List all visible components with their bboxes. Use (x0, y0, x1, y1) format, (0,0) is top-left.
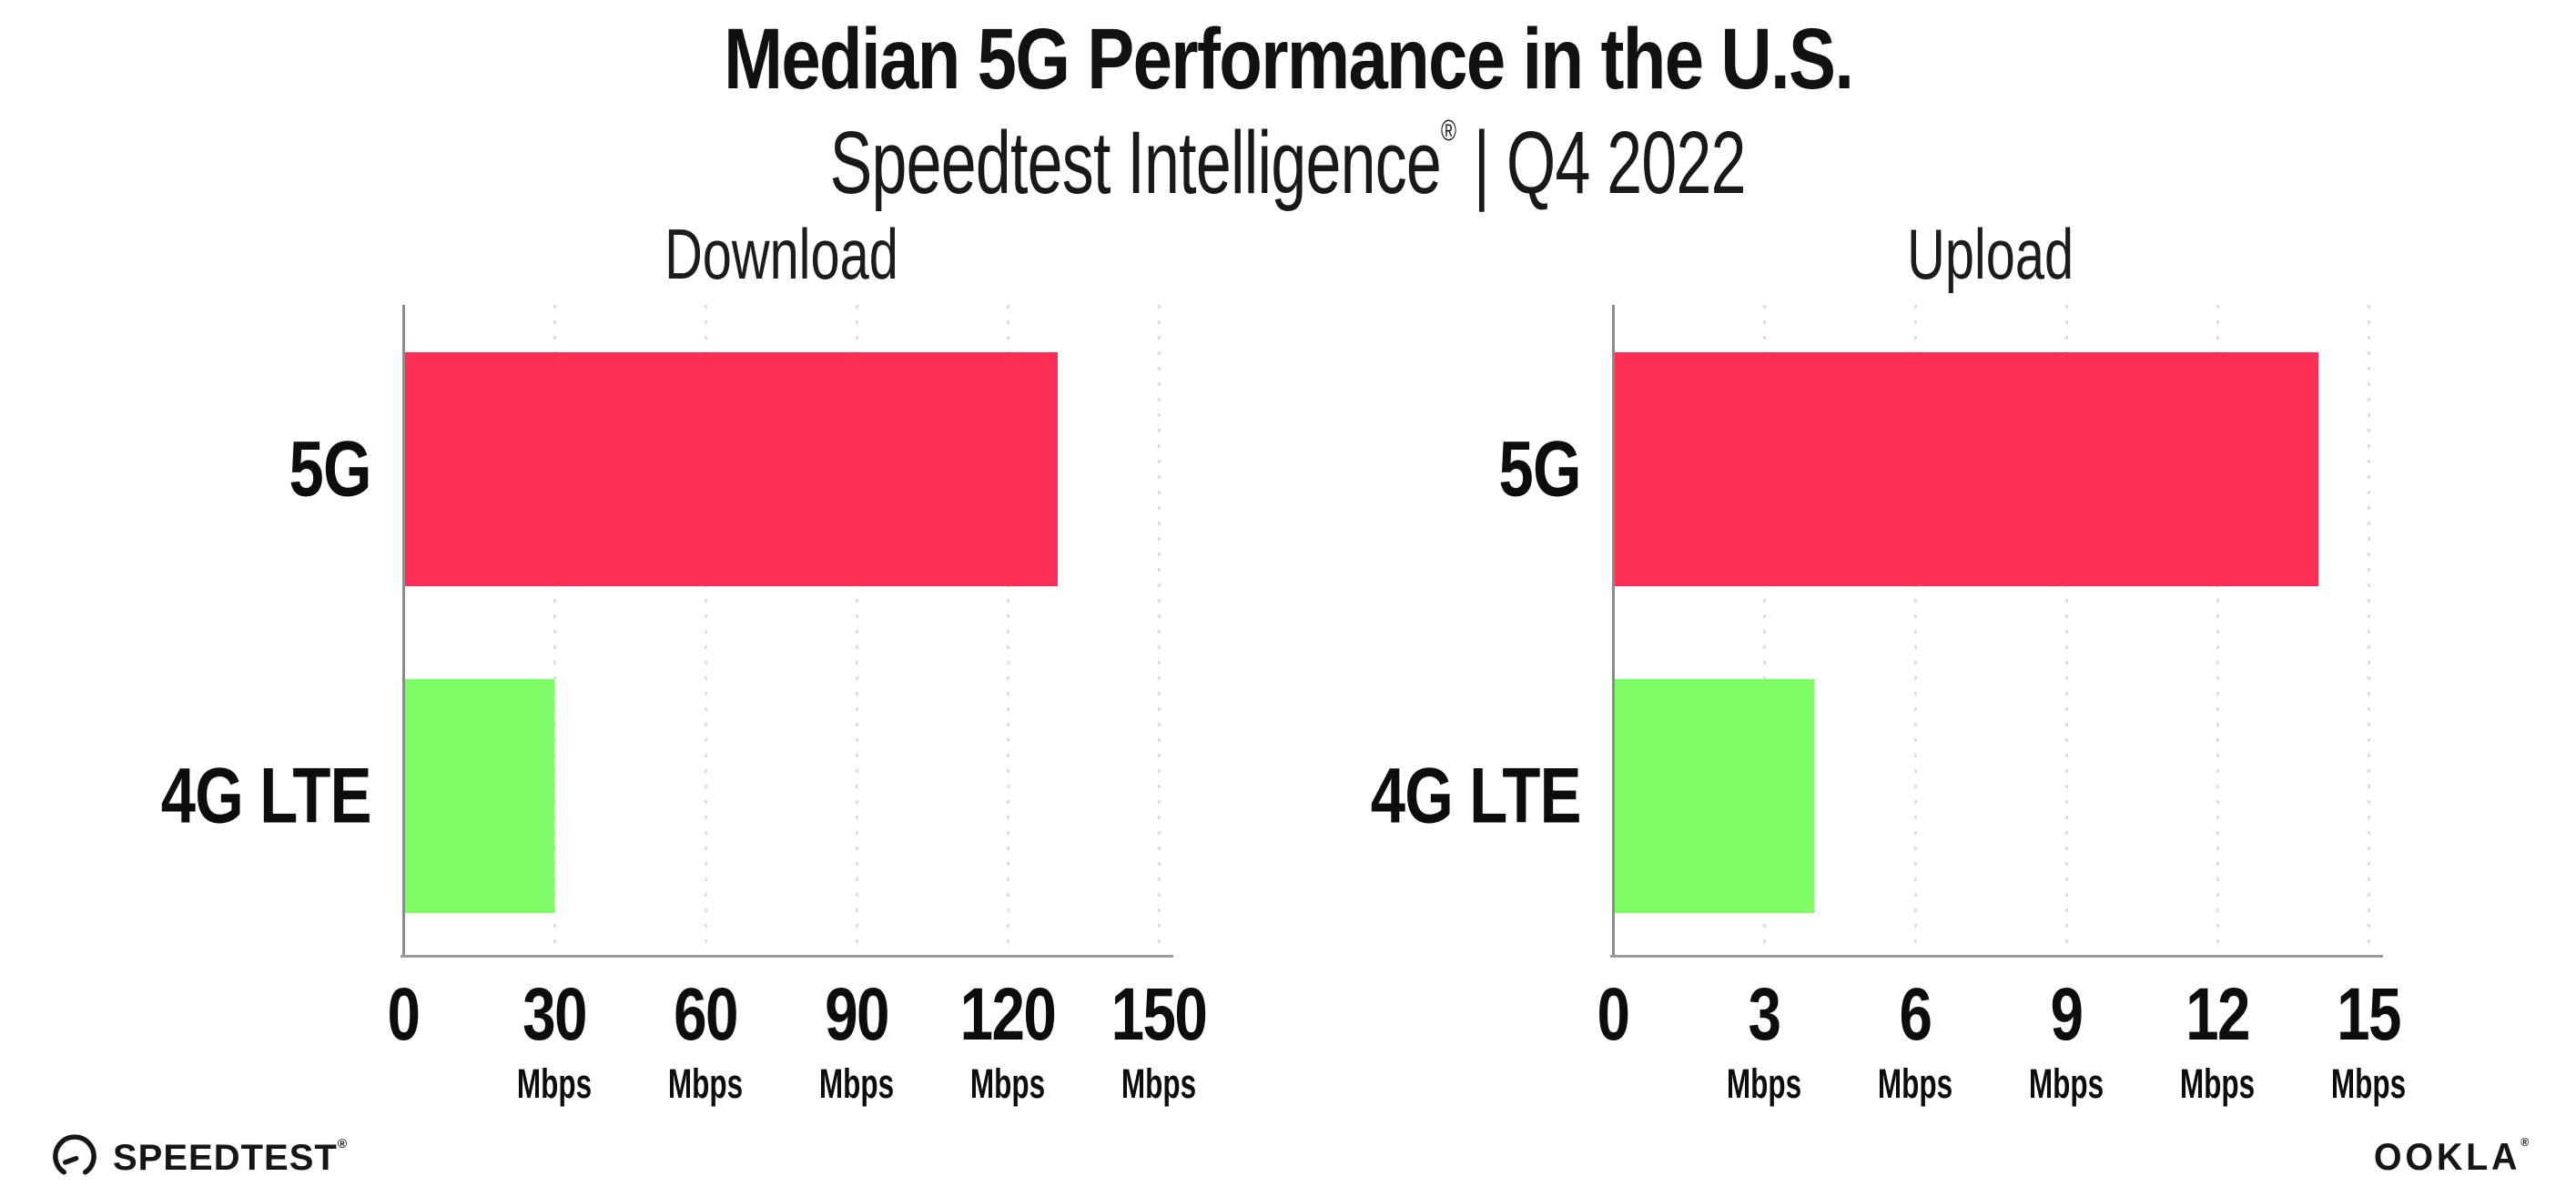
upload-y-axis (1612, 305, 1615, 956)
category-label-5g: 5G (1498, 425, 1582, 513)
x-tick-30: 30 Mbps (516, 973, 593, 1107)
bar-4g-lte-upload (1613, 679, 1815, 913)
download-category-labels: 5G 4G LTE (127, 305, 372, 956)
subtitle-brand: Speedtest Intelligence (829, 113, 1442, 212)
ookla-wordmark: OOKLA® (2373, 1135, 2529, 1178)
x-tick-12: 12 Mbps (2179, 973, 2256, 1107)
gridline-6 (1914, 305, 1917, 956)
x-tick-0: 0 (1597, 973, 1630, 1056)
upload-x-ticks: 0 3 Mbps 6 Mbps 9 Mbps 12 Mbps 15 Mbps (1597, 973, 2407, 1132)
x-tick-3: 3 Mbps (1726, 973, 1802, 1107)
category-label-4g-lte: 4G LTE (161, 752, 372, 840)
ookla-logo: OOKLA® (2364, 1135, 2529, 1179)
speedtest-wordmark: SPEEDTEST® (113, 1135, 349, 1178)
gridline-15 (2368, 305, 2370, 956)
speedtest-logo: SPEEDTEST® (51, 1133, 348, 1181)
registered-mark-icon: ® (2520, 1135, 2529, 1149)
upload-plot-area: 0 3 Mbps 6 Mbps 9 Mbps 12 Mbps 15 Mbps (1597, 305, 2406, 1104)
bar-5g-download (403, 352, 1059, 586)
bar-4g-lte-download (403, 679, 554, 913)
subtitle-period: | Q4 2022 (1474, 113, 1747, 212)
download-x-ticks: 0 30 Mbps 60 Mbps 90 Mbps 120 Mbps 150 M… (388, 973, 1208, 1132)
header: Median 5G Performance in the U.S. Speedt… (0, 11, 2576, 208)
gridline-9 (2065, 305, 2068, 956)
page-subtitle: Speedtest Intelligence® | Q4 2022 (830, 114, 1747, 207)
x-tick-90: 90 Mbps (818, 973, 895, 1107)
x-tick-9: 9 Mbps (2028, 973, 2104, 1107)
gridline-3 (1763, 305, 1766, 956)
gridline-12 (2216, 305, 2219, 956)
upload-category-labels: 5G 4G LTE (1337, 305, 1582, 956)
x-tick-6: 6 Mbps (1877, 973, 1953, 1107)
x-tick-15: 15 Mbps (2330, 973, 2407, 1107)
x-tick-0: 0 (387, 973, 421, 1056)
x-tick-60: 60 Mbps (667, 973, 744, 1107)
gridline-120 (1007, 305, 1009, 956)
download-y-axis (402, 305, 405, 956)
upload-chart-title: Upload (1907, 214, 2074, 294)
download-x-axis (401, 955, 1173, 958)
upload-chart: Upload 5G 4G LTE 0 3 Mbps 6 Mbps (1337, 218, 2448, 1165)
speedtest-gauge-icon (51, 1133, 98, 1181)
gridline-90 (856, 305, 858, 956)
gridline-150 (1158, 305, 1161, 956)
registered-mark-icon: ® (337, 1135, 349, 1151)
upload-x-axis (1610, 955, 2383, 958)
x-tick-120: 120 Mbps (959, 973, 1057, 1107)
x-tick-150: 150 Mbps (1111, 973, 1208, 1107)
gridline-30 (553, 305, 556, 956)
download-chart-title: Download (664, 214, 898, 294)
category-label-4g-lte: 4G LTE (1371, 752, 1582, 840)
download-chart: Download 5G 4G LTE 0 30 Mbps 60 Mbps (127, 218, 1238, 1165)
category-label-5g: 5G (289, 425, 372, 513)
bar-5g-upload (1613, 352, 2318, 586)
download-plot-area: 0 30 Mbps 60 Mbps 90 Mbps 120 Mbps 150 M… (388, 305, 1208, 1104)
gridline-60 (705, 305, 707, 956)
page-title: Median 5G Performance in the U.S. (723, 11, 1854, 107)
registered-mark-icon: ® (1441, 114, 1457, 147)
